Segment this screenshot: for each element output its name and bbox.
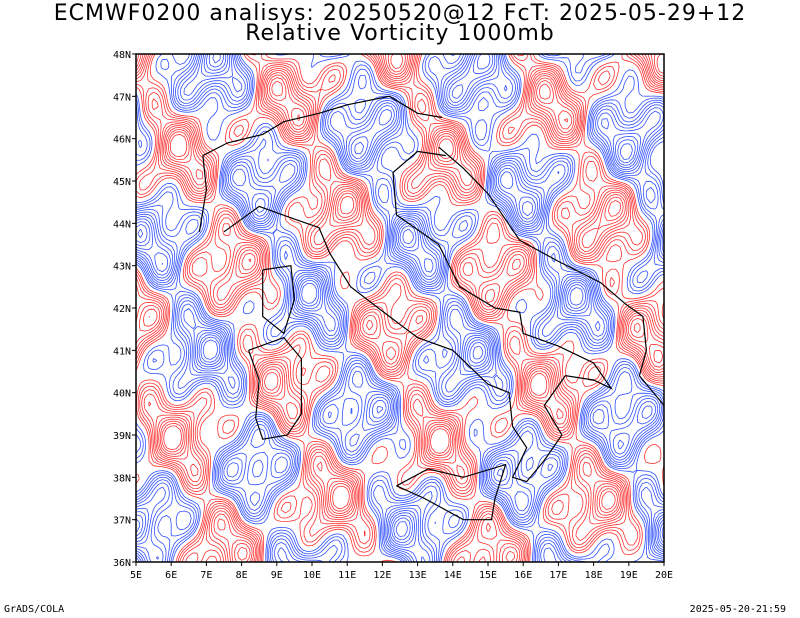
x-tick-label: 10E <box>303 570 321 581</box>
coastline <box>438 146 664 406</box>
y-tick-label: 39N <box>113 431 131 442</box>
x-tick-label: 11E <box>338 570 356 581</box>
longitude-axis: 5E 6E 7E 8E 9E 10E 11E 12E 13E 14E 15E 16E 17E 18E 19E… <box>130 562 673 581</box>
negative-vorticity-contour <box>137 54 664 540</box>
y-tick-label: 36N <box>113 558 131 569</box>
y-tick-label: 43N <box>113 262 131 273</box>
map-title: ECMWF0200 analisys: 20250520@12 FcT: 202… <box>53 1 747 26</box>
latitude-axis: 36N 37N 38N 39N 40N 41N 42N 43N 44N 45N 46N 47N 48N <box>113 50 136 569</box>
x-tick-label: 7E <box>200 570 212 581</box>
map-subtitle: Relative Vorticity 1000mb <box>245 21 555 46</box>
x-tick-label: 14E <box>444 570 462 581</box>
coastline <box>396 463 507 521</box>
y-tick-label: 46N <box>113 135 131 146</box>
x-tick-label: 20E <box>655 570 673 581</box>
negative-vorticity-contour <box>136 54 664 562</box>
timestamp: 2025-05-20-21:59 <box>689 604 786 615</box>
y-tick-label: 45N <box>113 177 131 188</box>
coastline <box>223 150 613 483</box>
x-tick-label: 19E <box>620 570 638 581</box>
x-tick-label: 13E <box>409 570 427 581</box>
x-tick-label: 18E <box>585 570 603 581</box>
y-tick-label: 41N <box>113 346 131 357</box>
positive-vorticity-contour <box>136 54 664 562</box>
coastline <box>198 95 443 232</box>
negative-vorticity-contour <box>136 54 664 544</box>
negative-vorticity-contour <box>136 54 664 562</box>
positive-vorticity-contour <box>136 54 664 562</box>
negative-vorticity-contour <box>136 54 664 562</box>
coastline <box>262 265 296 335</box>
positive-vorticity-contour <box>136 54 664 562</box>
x-tick-label: 8E <box>236 570 248 581</box>
coastline <box>248 336 302 440</box>
y-tick-label: 44N <box>113 219 131 230</box>
negative-vorticity-contour <box>136 54 664 547</box>
x-tick-label: 5E <box>130 570 142 581</box>
negative-vorticity-contour <box>136 54 664 562</box>
positive-vorticity-contour <box>136 54 664 562</box>
y-tick-label: 38N <box>113 473 131 484</box>
x-tick-label: 17E <box>549 570 567 581</box>
positive-vorticity-contour <box>136 54 664 562</box>
x-tick-label: 15E <box>479 570 497 581</box>
y-tick-label: 48N <box>113 50 131 61</box>
positive-vorticity-contour <box>163 54 664 561</box>
positive-vorticity-contour <box>161 54 664 562</box>
negative-vorticity-contour <box>136 54 664 562</box>
y-tick-label: 42N <box>113 304 131 315</box>
negative-vorticity-contour <box>136 54 664 562</box>
y-tick-label: 40N <box>113 389 131 400</box>
coastlines <box>198 95 664 521</box>
negative-vorticity-contour <box>136 54 664 562</box>
x-tick-label: 16E <box>514 570 532 581</box>
software-credit: GrADS/COLA <box>4 604 65 615</box>
x-tick-label: 9E <box>271 570 283 581</box>
y-tick-label: 47N <box>113 92 131 103</box>
x-tick-label: 6E <box>165 570 177 581</box>
vorticity-contours <box>136 54 664 562</box>
y-tick-label: 37N <box>113 516 131 527</box>
x-tick-label: 12E <box>373 570 391 581</box>
